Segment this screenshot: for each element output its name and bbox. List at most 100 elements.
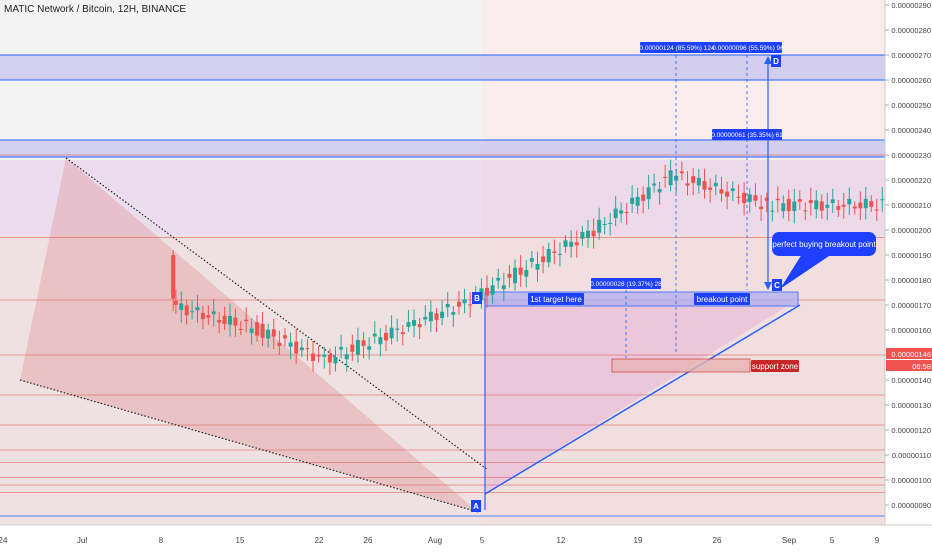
x-tick-label: 22 [315,536,324,545]
candle-body [451,312,456,315]
candle-body [713,182,718,187]
candle-body [841,204,846,207]
point-box [472,292,482,304]
y-tick-label: 0.00000090 [891,501,931,510]
measure-label-96-box [714,42,782,53]
candle-body [428,311,433,322]
point-marker-a: A [471,500,481,512]
chart-title: MATIC Network / Bitcoin, 12H, BINANCE [4,4,187,15]
y-tick-label: 0.00000250 [891,101,931,110]
point-label: A [473,502,479,511]
first-target-label-box [528,293,584,305]
candle-body [641,194,646,201]
y-tick-label: 0.00000270 [891,51,931,60]
point-box [771,55,781,67]
y-tick-label: 0.00000280 [891,26,931,35]
candle-body [696,177,701,186]
y-tick-label: 0.00000220 [891,176,931,185]
candle-body [770,210,775,212]
arrow-up-head [764,56,772,64]
x-tick-label: Aug [428,536,442,545]
candle-body [400,332,405,335]
candle-body [484,287,489,296]
candle-body [830,199,835,204]
x-tick-label: 5 [830,536,835,545]
candle-body [719,189,724,194]
candle-body [372,333,377,337]
candle-body [552,251,557,253]
candle-body [742,192,747,204]
x-tick-label: 8 [159,536,164,545]
candle-body [668,170,673,186]
candle-body [858,202,863,209]
candle-body [445,303,450,308]
arrow-down-head [764,282,772,290]
measure-label-28: 0.00000028 (19.37%) 28 [590,278,662,289]
candle-body [852,206,857,209]
candle-body [691,176,696,183]
candle-body [685,183,690,186]
x-tick-label: 19 [634,536,643,545]
candle-body [417,324,422,328]
point-label: D [773,57,779,66]
countdown-text: 06:58 [912,362,931,371]
candle-body [585,230,590,238]
candle-body [569,241,574,247]
candle-body [880,199,885,201]
candle-body [775,198,780,201]
ascending-triangle-area [485,298,800,494]
wedge-lower-trendline [19,379,479,513]
candle-body [271,329,276,337]
candle-body [725,191,730,197]
candle-body [702,181,707,190]
candle-body [808,200,813,204]
candle-body [736,196,741,198]
candle-body [635,196,640,206]
candle-body [299,347,304,351]
candle-body [786,198,791,212]
candle-body [339,346,344,350]
y-tick-label: 0.00000180 [891,276,931,285]
candle-body [781,203,786,212]
current-price-text: 0.00000146 [891,350,931,359]
measure-label-124-text: 0.00000124 (85.59%) 124 [639,45,715,52]
point-label: C [774,281,780,290]
candle-body [412,320,417,326]
candle-body [350,344,355,352]
candle-body [501,285,506,290]
candle-body [195,307,200,311]
candle-body [468,304,473,306]
point-marker-c: C [772,279,782,291]
support-zone-rect [611,358,751,373]
candle-body [747,194,752,202]
candle-body [730,188,735,192]
current-price-tag: 0.00000146 06:58 [886,348,932,371]
breakout-point-label-box [694,293,750,305]
candle-body [597,219,602,233]
candle-body [646,187,651,200]
candle-body [316,354,321,357]
candle-body [657,189,662,193]
candle-body [792,201,797,212]
x-tick-label: 24 [0,536,8,545]
time-axis-background [0,525,932,550]
x-tick-label: 26 [713,536,722,545]
candle-body [652,183,657,186]
candle-body [847,198,852,205]
candle-body [322,354,327,357]
candle-body [836,206,841,210]
candle-body [406,322,411,327]
candle-body [874,209,879,211]
falling-wedge [20,158,478,512]
y-tick-label: 0.00000240 [891,126,931,135]
candle-body [513,267,518,284]
candle-body [378,337,383,345]
candle-body [311,353,316,362]
candle-body [434,313,439,320]
y-tick-label: 0.00000210 [891,201,931,210]
x-tick-label: 26 [364,536,373,545]
candle-body [440,311,445,319]
candle-body [260,323,265,338]
